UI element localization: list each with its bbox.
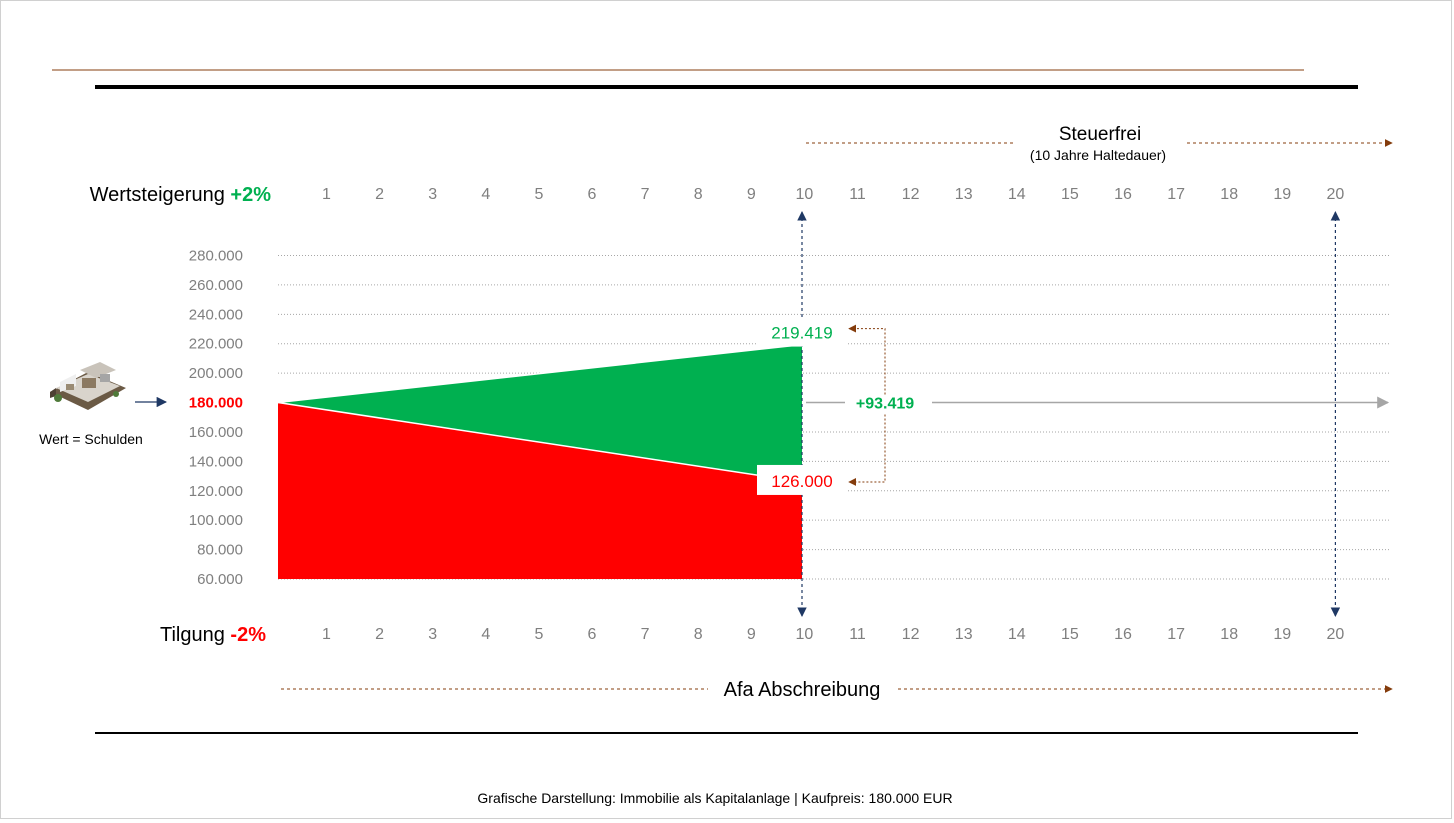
top-x-tick-labels: 1 2 3 4 5 6 7 8 9 10 11 12 13 14 15 16 17 18 19 20 [322,186,1344,203]
bottom-year-tick: 16 [1114,626,1132,643]
bottom-year-tick: 18 [1220,626,1238,643]
bottom-x-tick-labels: 1 2 3 4 5 6 7 8 9 10 11 12 13 14 15 16 17 18 19 20 [322,626,1344,643]
house-icon [50,362,126,410]
top-year-tick: 17 [1167,186,1185,203]
top-year-tick: 12 [902,186,920,203]
y-tick-label: 140.000 [189,453,243,470]
bottom-year-tick: 1 [322,626,331,643]
wertsteigerung-line [277,343,803,404]
y-tick-label: 120.000 [189,483,243,500]
bottom-year-tick: 10 [796,626,814,643]
bottom-year-tick: 3 [428,626,437,643]
end-value-box [757,318,847,347]
bracket-lower [848,414,886,486]
bottom-axis-title: Tilgung -2% [160,624,266,646]
y-tick-labels: 280.000 260.000 240.000 220.000 200.000 180.0… [189,248,243,589]
bottom-year-tick: 13 [955,626,973,643]
bottom-year-tick: 8 [694,626,703,643]
y-tick-label: 80.000 [197,542,243,559]
top-year-tick: 3 [428,186,437,203]
steuerfrei-label: Steuerfrei [1059,124,1141,145]
wert-schulden-label: Wert = Schulden [39,431,143,447]
y-tick-label: 280.000 [189,248,243,265]
bottom-year-tick: 9 [747,626,756,643]
difference-label: +93.419 [856,396,914,413]
top-year-tick: 16 [1114,186,1132,203]
start-value-label: 180.000 [189,395,243,412]
y-tick-label: 100.000 [189,512,243,529]
bottom-year-tick: 2 [375,626,384,643]
top-year-tick: 19 [1273,186,1291,203]
top-year-tick: 6 [588,186,597,203]
y-tick-label: 60.000 [197,571,243,588]
afa-label: Afa Abschreibung [724,679,881,701]
y-tick-label: 240.000 [189,306,243,323]
top-axis-title: Wertsteigerung +2% [90,184,272,206]
bottom-year-tick: 11 [849,626,866,643]
bottom-year-tick: 6 [588,626,597,643]
debt-value-label: 126.000 [771,472,832,491]
end-value-label: 219.419 [771,324,832,343]
haltedauer-label: (10 Jahre Haltedauer) [1030,147,1166,163]
top-year-tick: 13 [955,186,973,203]
bracket-upper [848,324,886,395]
wertsteigerung-area [278,344,802,482]
tilgung-area [278,402,802,579]
top-year-tick: 14 [1008,186,1026,203]
top-axis-rate: +2% [230,184,271,206]
bottom-year-tick: 7 [641,626,650,643]
top-year-tick: 2 [375,186,384,203]
top-year-tick: 20 [1327,186,1345,203]
top-year-tick: 18 [1220,186,1238,203]
top-year-tick: 5 [534,186,543,203]
top-year-tick: 4 [481,186,490,203]
y-tick-label: 200.000 [189,365,243,382]
top-year-tick: 8 [694,186,703,203]
top-year-tick: 11 [849,186,866,203]
top-year-tick: 9 [747,186,756,203]
bottom-year-tick: 5 [534,626,543,643]
y-tick-label: 260.000 [189,277,243,294]
bottom-year-tick: 4 [481,626,490,643]
debt-value-box [757,464,847,495]
top-year-tick: 10 [796,186,814,203]
top-year-tick: 15 [1061,186,1079,203]
bottom-axis-label: Tilgung [160,624,225,646]
bottom-year-tick: 12 [902,626,920,643]
bottom-year-tick: 15 [1061,626,1079,643]
top-year-tick: 7 [641,186,650,203]
value-callouts: 219.419 126.000 +93.419 [757,318,1390,495]
top-axis-label: Wertsteigerung [90,184,225,206]
chart-areas [277,343,803,579]
bottom-axis-rate: -2% [230,624,266,646]
bottom-year-tick: 14 [1008,626,1026,643]
caption: Grafische Darstellung: Immobilie als Kap… [477,790,952,806]
bottom-year-tick: 17 [1167,626,1185,643]
y-tick-label: 160.000 [189,424,243,441]
tilgung-line [277,401,803,483]
year-markers [797,211,1341,617]
bottom-year-tick: 19 [1273,626,1291,643]
bottom-year-tick: 20 [1327,626,1345,643]
y-tick-label: 220.000 [189,336,243,353]
top-year-tick: 1 [322,186,331,203]
